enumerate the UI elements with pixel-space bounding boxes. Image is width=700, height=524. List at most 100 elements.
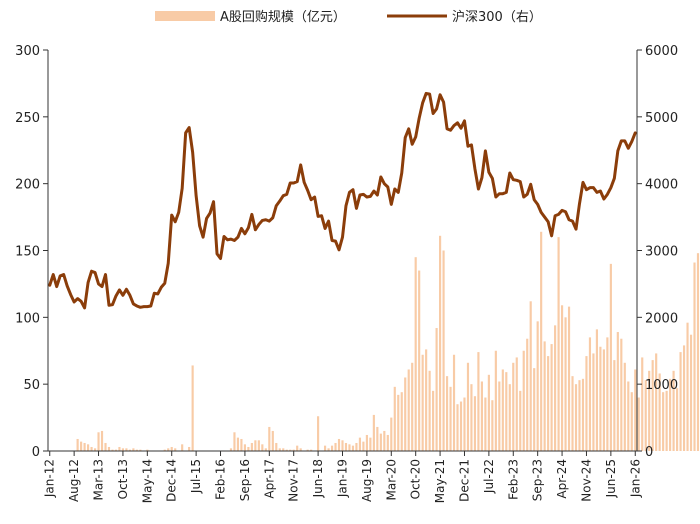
bar — [334, 442, 337, 451]
bar — [254, 440, 257, 451]
x-tick-label: Feb-23 — [506, 459, 520, 500]
bar — [644, 380, 647, 451]
x-tick-label: Jul-22 — [482, 459, 496, 494]
bar — [379, 433, 382, 451]
bar — [641, 357, 644, 451]
bar — [554, 325, 557, 451]
bar — [435, 328, 438, 451]
bar — [550, 344, 553, 451]
bar — [323, 445, 327, 451]
bar — [498, 381, 501, 451]
bar — [571, 376, 574, 451]
bar — [90, 446, 93, 451]
bar — [337, 438, 341, 451]
bar — [519, 390, 522, 451]
x-tick-label: Dec-14 — [165, 459, 179, 502]
x-tick-label: Oct-20 — [409, 459, 423, 499]
bar — [588, 337, 592, 451]
y-left-tick-label: 200 — [15, 178, 40, 193]
x-tick-label: Apr-17 — [262, 459, 276, 499]
bar — [369, 437, 372, 451]
bar — [425, 349, 428, 451]
bar — [146, 449, 149, 451]
bar — [501, 369, 504, 451]
bar — [121, 448, 125, 451]
x-tick-label: Sep-16 — [238, 459, 252, 501]
bar-series — [76, 231, 700, 451]
bar — [341, 440, 344, 451]
bar — [411, 362, 414, 451]
bar — [533, 368, 536, 451]
y-right-tick-label: 4000 — [645, 178, 678, 193]
bar — [289, 449, 292, 451]
y-left-tick-label: 150 — [15, 245, 40, 260]
bar — [693, 262, 696, 451]
bar — [393, 386, 396, 451]
bar — [163, 449, 166, 451]
bar — [662, 392, 665, 451]
bar — [170, 446, 173, 451]
bar — [606, 337, 609, 451]
bar — [386, 434, 389, 451]
bar — [463, 397, 466, 451]
bar — [296, 445, 299, 451]
bar — [484, 397, 487, 451]
bar — [93, 448, 97, 451]
bar — [676, 388, 679, 451]
x-tick-label: Jan-12 — [43, 459, 57, 498]
x-tick-label: Aug-19 — [360, 459, 374, 502]
bar — [271, 430, 274, 451]
y-right-axis: 0 1000 2000 3000 4000 5000 6000 — [637, 44, 678, 460]
bar — [135, 449, 138, 451]
bar — [397, 394, 400, 451]
bar — [390, 417, 393, 451]
bar — [132, 448, 135, 451]
x-tick-label: Apr-24 — [555, 459, 569, 499]
bar — [595, 329, 598, 451]
bar — [665, 390, 668, 451]
bar — [696, 253, 700, 451]
bar — [442, 250, 445, 451]
x-tick-label: May-14 — [140, 459, 154, 503]
x-tick-label: Jan-26 — [628, 459, 642, 498]
bar — [97, 432, 100, 451]
bar — [327, 448, 330, 451]
bar — [365, 434, 368, 451]
y-left-tick-label: 250 — [15, 111, 40, 126]
bar — [428, 370, 431, 451]
bar — [191, 365, 194, 451]
bar — [491, 400, 494, 451]
x-tick-label: May-21 — [433, 459, 447, 503]
y-right-tick-label: 6000 — [645, 44, 678, 59]
bar — [658, 373, 661, 451]
bar — [355, 442, 358, 451]
bar — [599, 346, 602, 451]
bar — [125, 448, 128, 451]
bar — [602, 349, 605, 451]
bar — [348, 444, 351, 451]
bar — [257, 440, 260, 451]
bar — [139, 449, 142, 451]
bar — [494, 350, 497, 451]
bar — [400, 392, 403, 451]
bar — [689, 334, 693, 451]
x-tick-label: Jun-25 — [604, 459, 618, 498]
bar — [376, 426, 379, 451]
bar — [362, 441, 365, 451]
bar — [421, 354, 424, 451]
x-tick-label: Feb-16 — [214, 459, 228, 500]
bar — [306, 449, 309, 451]
y-right-tick-label: 5000 — [645, 111, 678, 126]
y-left-tick-label: 50 — [23, 378, 40, 393]
bar — [522, 350, 525, 451]
bar — [439, 235, 442, 451]
bar — [634, 369, 637, 451]
bar — [285, 449, 288, 451]
bar — [669, 378, 672, 451]
bar — [543, 341, 546, 451]
bar — [247, 446, 250, 451]
bar — [114, 449, 118, 451]
bar — [623, 362, 626, 451]
x-tick-label: Aug-12 — [67, 459, 81, 502]
bar — [80, 441, 83, 451]
